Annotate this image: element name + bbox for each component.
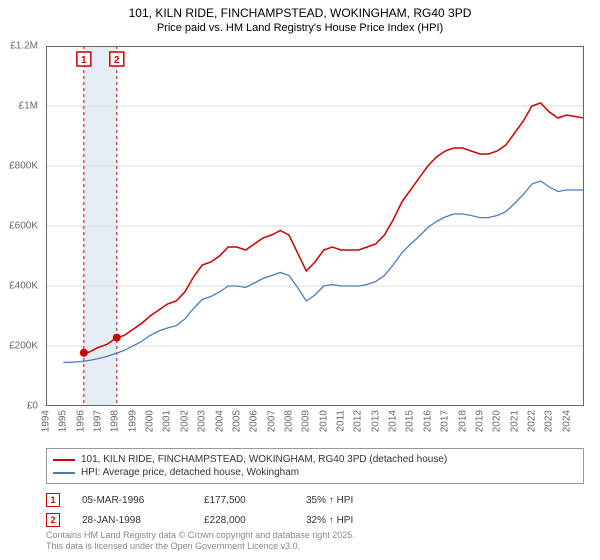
x-tick-label: 1994: [41, 410, 52, 432]
chart-svg: 12: [46, 46, 584, 406]
svg-text:2: 2: [114, 55, 120, 66]
x-tick-label: 1998: [110, 410, 121, 432]
chart-title: 101, KILN RIDE, FINCHAMPSTEAD, WOKINGHAM…: [0, 6, 600, 20]
event-pct: 35% ↑ HPI: [306, 495, 386, 506]
svg-text:1: 1: [81, 55, 87, 66]
x-tick-label: 1996: [75, 410, 86, 432]
event-badge: 2: [46, 513, 60, 527]
footer-attribution: Contains HM Land Registry data © Crown c…: [46, 530, 584, 552]
event-date: 28-JAN-1998: [82, 515, 182, 526]
x-tick-label: 2024: [561, 410, 572, 432]
legend-swatch: [53, 459, 75, 461]
event-price: £228,000: [204, 515, 284, 526]
event-pct: 32% ↑ HPI: [306, 515, 386, 526]
x-tick-label: 2002: [179, 410, 190, 432]
x-tick-label: 2010: [318, 410, 329, 432]
chart-plot-area: 12: [46, 46, 584, 406]
x-tick-label: 2001: [162, 410, 173, 432]
y-tick-label: £1.2M: [10, 41, 38, 52]
x-tick-label: 2014: [388, 410, 399, 432]
x-tick-label: 2009: [301, 410, 312, 432]
x-tick-label: 1997: [93, 410, 104, 432]
x-tick-label: 2020: [492, 410, 503, 432]
y-tick-label: £800K: [9, 161, 38, 172]
x-tick-label: 2022: [526, 410, 537, 432]
event-price: £177,500: [204, 495, 284, 506]
x-tick-label: 2015: [405, 410, 416, 432]
legend-label: 101, KILN RIDE, FINCHAMPSTEAD, WOKINGHAM…: [81, 454, 447, 465]
legend-item: 101, KILN RIDE, FINCHAMPSTEAD, WOKINGHAM…: [53, 453, 577, 466]
y-tick-label: £1M: [19, 101, 38, 112]
y-tick-label: £0: [27, 401, 38, 412]
x-tick-label: 2003: [197, 410, 208, 432]
x-tick-label: 2021: [509, 410, 520, 432]
x-tick-label: 2017: [440, 410, 451, 432]
legend: 101, KILN RIDE, FINCHAMPSTEAD, WOKINGHAM…: [46, 448, 584, 484]
legend-label: HPI: Average price, detached house, Woki…: [81, 467, 299, 478]
chart-subtitle: Price paid vs. HM Land Registry's House …: [0, 22, 600, 34]
y-tick-label: £600K: [9, 221, 38, 232]
y-axis: £0£200K£400K£600K£800K£1M£1.2M: [2, 46, 42, 406]
footer-line: Contains HM Land Registry data © Crown c…: [46, 530, 584, 541]
x-tick-label: 2011: [336, 410, 347, 432]
x-tick-label: 2013: [370, 410, 381, 432]
events-table: 1 05-MAR-1996 £177,500 35% ↑ HPI 2 28-JAN-199…: [46, 490, 584, 530]
event-row: 2 28-JAN-1998 £228,000 32% ↑ HPI: [46, 510, 584, 530]
y-tick-label: £400K: [9, 281, 38, 292]
x-tick-label: 2018: [457, 410, 468, 432]
x-tick-label: 2016: [422, 410, 433, 432]
x-tick-label: 2005: [231, 410, 242, 432]
event-date: 05-MAR-1996: [82, 495, 182, 506]
event-row: 1 05-MAR-1996 £177,500 35% ↑ HPI: [46, 490, 584, 510]
x-axis: 1994199519961997199819992000200120022003…: [46, 408, 584, 444]
event-badge: 1: [46, 493, 60, 507]
x-tick-label: 2019: [474, 410, 485, 432]
x-tick-label: 2004: [214, 410, 225, 432]
x-tick-label: 1995: [58, 410, 69, 432]
x-tick-label: 2008: [283, 410, 294, 432]
footer-line: This data is licensed under the Open Gov…: [46, 541, 584, 552]
x-tick-label: 1999: [127, 410, 138, 432]
x-tick-label: 2007: [266, 410, 277, 432]
x-tick-label: 2000: [145, 410, 156, 432]
legend-item: HPI: Average price, detached house, Woki…: [53, 466, 577, 479]
x-tick-label: 2012: [353, 410, 364, 432]
x-tick-label: 2023: [544, 410, 555, 432]
x-tick-label: 2006: [249, 410, 260, 432]
y-tick-label: £200K: [9, 341, 38, 352]
legend-swatch: [53, 472, 75, 474]
